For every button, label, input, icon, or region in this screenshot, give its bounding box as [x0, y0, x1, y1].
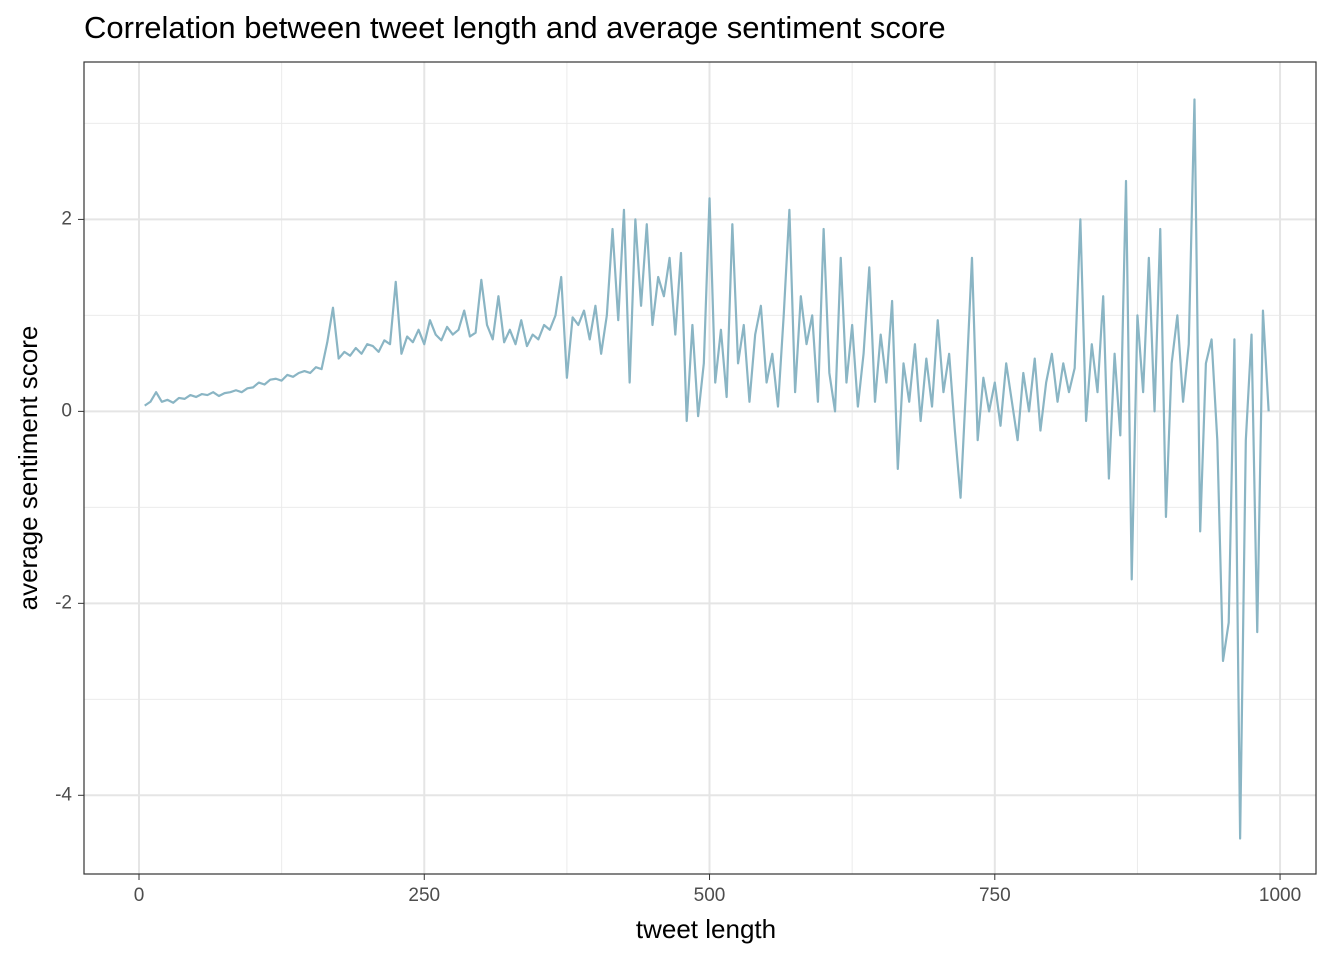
x-axis-label: tweet length [636, 914, 776, 944]
x-tick-label: 750 [979, 885, 1011, 906]
y-axis-label: average sentiment score [13, 326, 43, 611]
y-tick-label: 0 [61, 400, 72, 421]
x-tick-label: 250 [408, 885, 440, 906]
x-tick-label: 1000 [1259, 885, 1301, 906]
data-line [144, 98, 1270, 840]
x-tick-label: 0 [134, 885, 145, 906]
y-tick-label: -2 [55, 592, 72, 613]
plot-border [83, 61, 1317, 875]
plot-background [84, 62, 1316, 874]
x-tick-label: 500 [694, 885, 726, 906]
chart-title: Correlation between tweet length and ave… [84, 10, 946, 45]
y-tick-label: -4 [55, 784, 72, 805]
y-tick-label: 2 [61, 208, 72, 229]
